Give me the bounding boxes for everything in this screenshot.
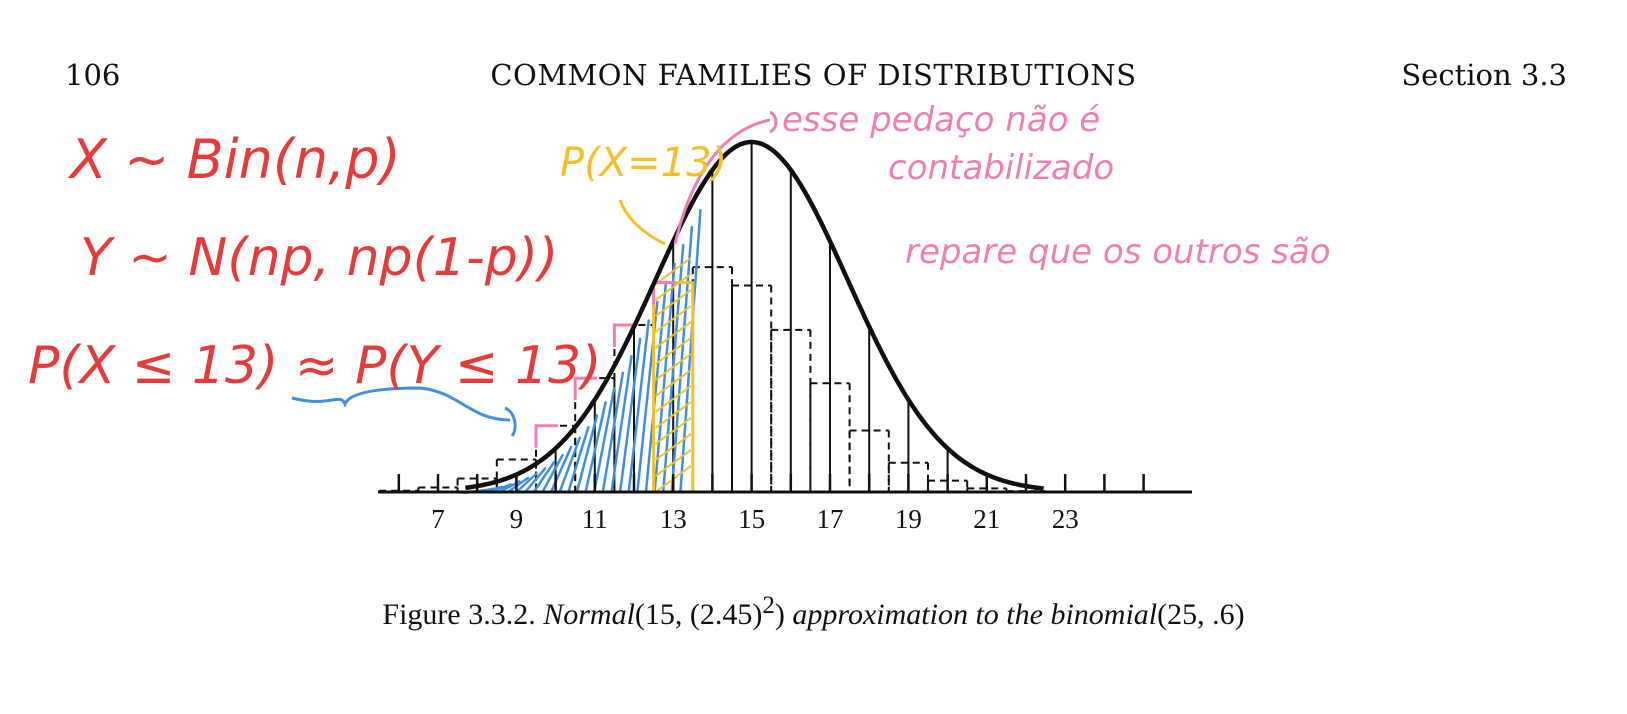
hatch-line-23 [644,281,668,494]
hatch-line-11 [541,453,564,494]
hatch-line-24 [653,262,676,494]
highlight-hatch-4 [654,401,692,429]
highlight-hatch-11 [654,289,692,317]
caption-close1: ) [774,598,785,631]
bar-16 [770,169,812,492]
highlight-hatch-2 [654,433,692,461]
caption-dist1: Normal [543,598,635,631]
tick-label-7: 7 [431,504,445,534]
highlight-hatch-10 [654,305,692,333]
annotation-not-counted-1: esse pedaço não é [782,100,1101,140]
hatch-line-14 [567,425,590,494]
x-tick-labels: 7 9 11 13 15 17 19 21 23 [431,504,1078,534]
x-axis [378,474,1192,494]
highlight-hatch-7 [654,353,692,381]
caption-prefix: Figure 3.3.2. [382,598,544,631]
hatch-line-20 [618,337,642,494]
caption-params1: (15, (2.45) [634,598,763,631]
hatch-line-27 [679,208,702,494]
highlight-hatch-8 [654,337,692,365]
highlight-hatch-5 [654,385,692,413]
tick-label-23: 23 [1052,504,1079,534]
annotation-others: repare que os outros são [905,232,1331,272]
pink-pointer [673,118,771,245]
tick-label-11: 11 [582,504,608,534]
yellow-pointer [618,199,666,246]
handwritten-strokes [291,110,778,437]
annotation-probability: P(X ≤ 13) ≈ P(Y ≤ 13) [28,336,602,396]
bar-15 [731,142,773,492]
hatch-line-8 [515,472,538,494]
bars-group [378,142,1047,493]
normal-curve-group [465,139,1044,491]
highlight-hatch-3 [654,417,692,445]
hatch-line-7 [506,476,530,494]
tick-label-15: 15 [738,504,765,534]
caption-mid: approximation to the binomial [784,598,1158,631]
caption-sup: 2 [762,592,775,619]
highlight-hatch-13 [654,257,692,285]
hatch-line-19 [610,355,633,494]
highlight-hatch-9 [654,321,692,349]
annotation-normal: Y ~ N(np, np(1-p)) [80,228,559,288]
bar-17 [809,241,851,492]
tick-label-13: 13 [660,504,687,534]
figure-caption: Figure 3.3.2. Normal(15, (2.45)2) approx… [0,592,1627,632]
blue-brace [291,386,511,422]
hatch-line-17 [592,386,616,494]
pink-bracket [769,110,778,134]
hatch-line-15 [575,414,599,494]
highlight-hatch-6 [654,369,692,397]
caption-params2: (25, .6) [1157,598,1245,631]
normal-curve [465,139,1044,491]
highlight-hatch-1 [654,449,692,477]
annotation-not-counted-2: contabilizado [888,148,1115,188]
tick-label-19: 19 [895,504,922,534]
pink-corner-11 [573,376,598,401]
annotation-binomial: X ~ Bin(n,p) [70,128,401,191]
hatch-line-16 [584,401,607,494]
hatch-line-18 [601,371,625,494]
pink-corner-12 [612,323,637,347]
tick-label-21: 21 [973,504,1000,534]
tick-label-9: 9 [510,504,524,534]
hatch-line-13 [558,436,581,494]
highlight-hatch-12 [654,273,692,301]
annotation-point-prob: P(X=13) [560,140,728,186]
hatch-line-9 [523,467,547,494]
pink-corner-10 [534,424,558,448]
section-label: Section 3.3 [1401,58,1567,92]
running-title: COMMON FAMILIES OF DISTRIBUTIONS [490,58,1137,92]
blue-arrow-tip [504,406,517,437]
tick-label-17: 17 [817,504,844,534]
hatch-line-21 [627,319,650,494]
page-number: 106 [65,58,121,92]
hatch-line-10 [532,461,556,494]
